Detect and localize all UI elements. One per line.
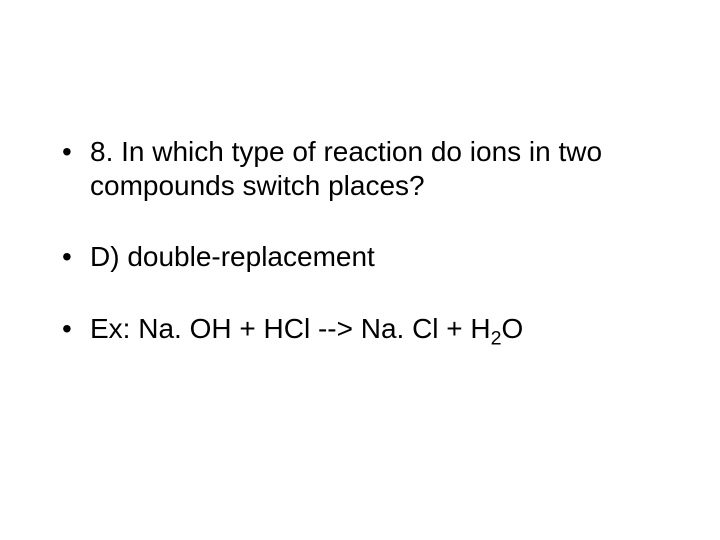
bullet-list: 8. In which type of reaction do ions in … — [54, 135, 666, 345]
list-item: Ex: Na. OH + HCl --> Na. Cl + H2O — [54, 312, 666, 346]
list-item: 8. In which type of reaction do ions in … — [54, 135, 666, 202]
slide: 8. In which type of reaction do ions in … — [0, 0, 720, 540]
bullet-text: 8. In which type of reaction do ions in … — [90, 136, 602, 201]
bullet-text-suffix: O — [502, 313, 524, 344]
bullet-text: D) double-replacement — [90, 241, 375, 272]
bullet-text-prefix: Ex: Na. OH + HCl --> Na. Cl + H — [90, 313, 491, 344]
subscript: 2 — [491, 327, 502, 349]
list-item: D) double-replacement — [54, 240, 666, 274]
